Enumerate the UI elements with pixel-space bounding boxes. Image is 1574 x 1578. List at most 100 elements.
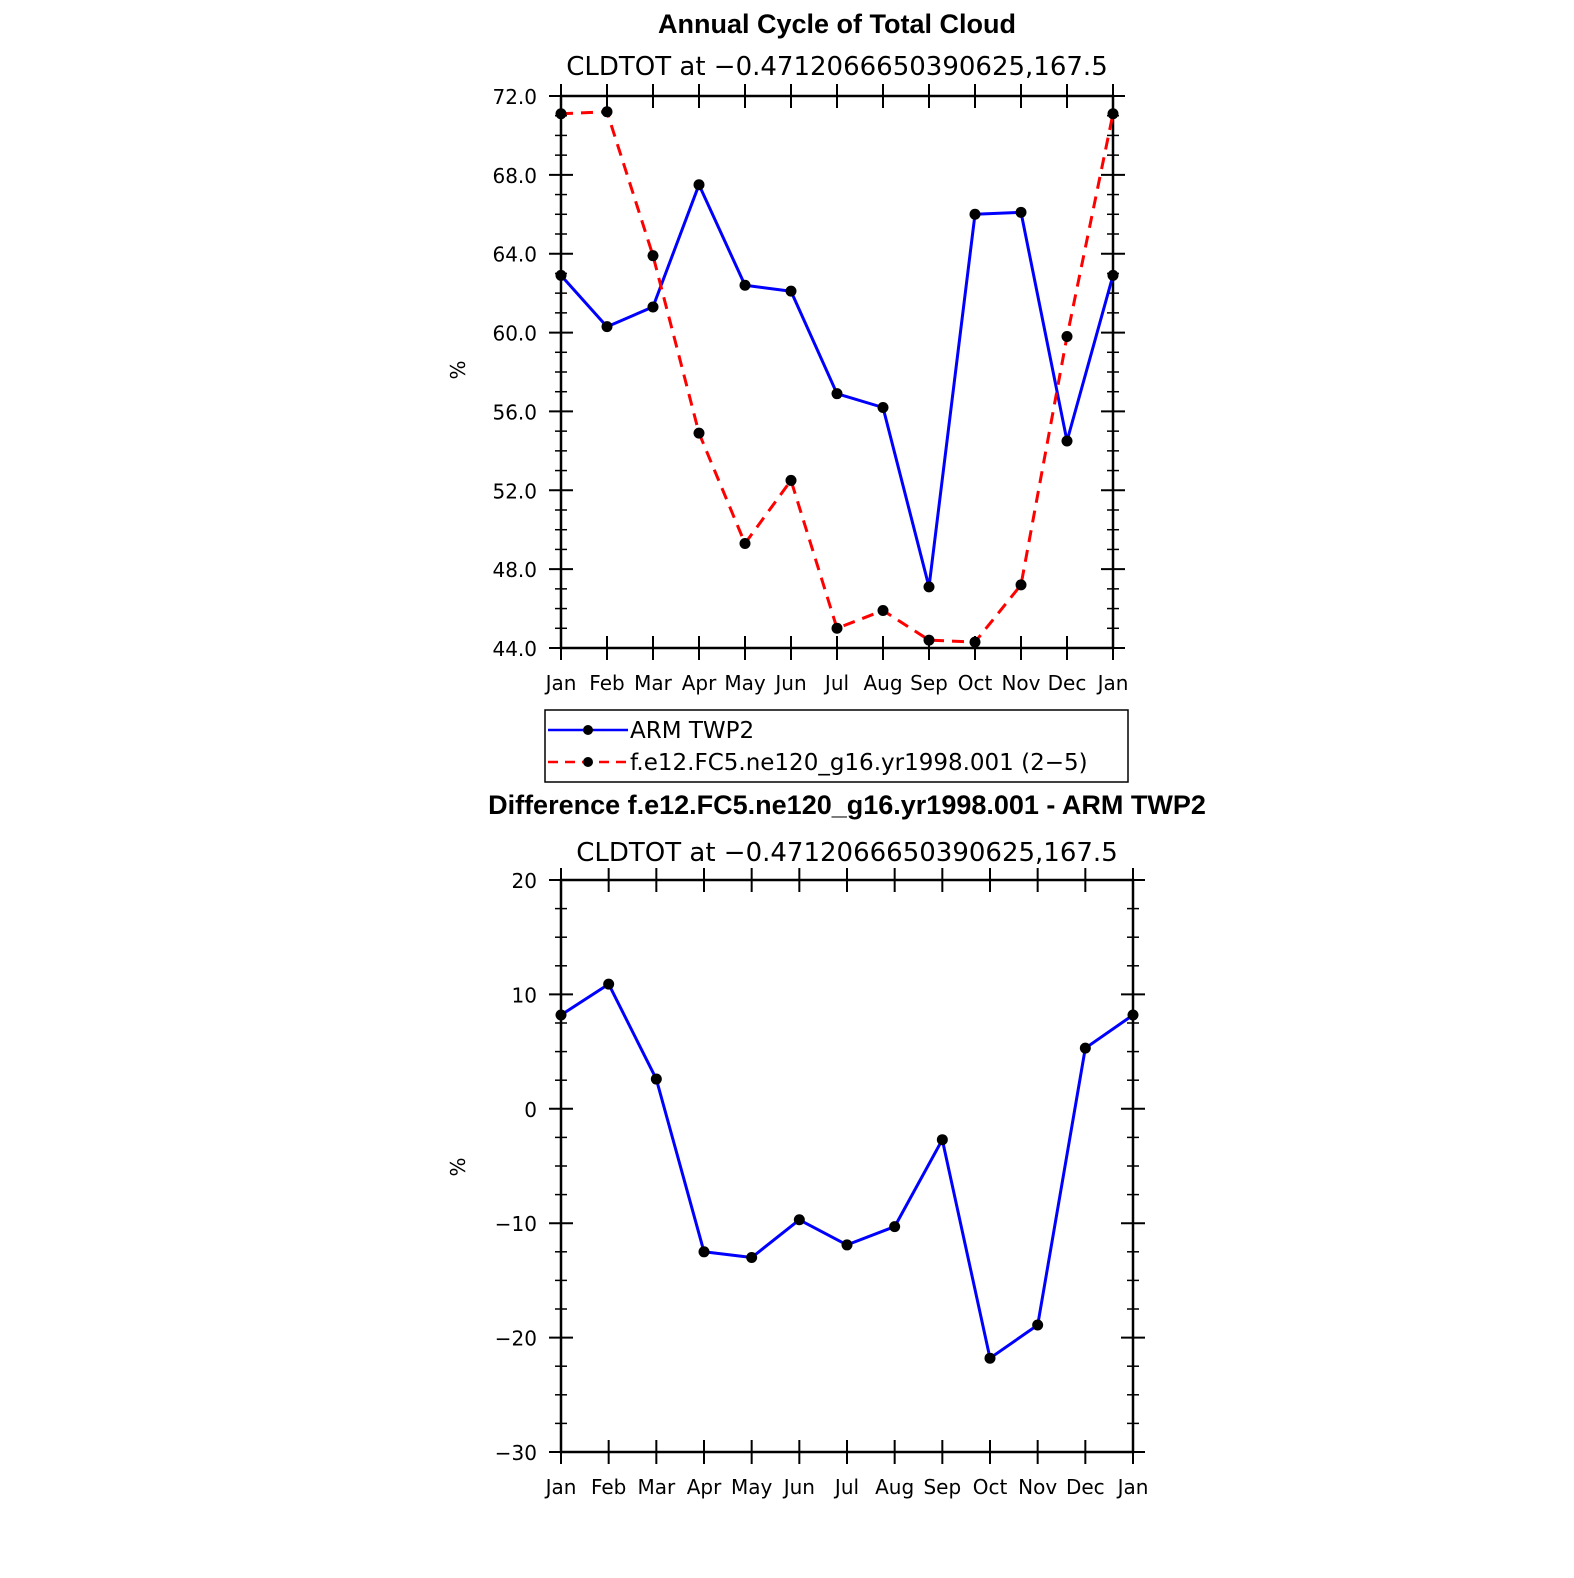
- y-tick-label: 0: [524, 1098, 537, 1122]
- data-point-0: [647, 301, 659, 313]
- data-point-1: [1061, 331, 1073, 343]
- data-point-1: [555, 108, 567, 120]
- data-point-1: [923, 634, 935, 646]
- x-tick-label: Oct: [958, 671, 993, 695]
- data-point-0: [793, 1214, 805, 1226]
- y-tick-label: 44.0: [492, 637, 537, 661]
- chart-subtitle: CLDTOT at −0.4712066650390625,167.5: [576, 838, 1118, 868]
- data-point-1: [969, 636, 981, 648]
- data-point-0: [841, 1239, 853, 1251]
- data-point-1: [831, 622, 843, 634]
- x-tick-label: Feb: [591, 1475, 626, 1499]
- x-tick-label: Aug: [863, 671, 902, 695]
- chart-marks: −30 −20 −10 0 10 20 Jan Feb Mar Apr May Jun Jul Aug Se…: [495, 868, 1149, 1499]
- legend: ARM TWP2 f.e12.FC5.ne120_g16.yr1998.001 …: [544, 709, 1129, 783]
- x-tick-label: Oct: [973, 1475, 1008, 1499]
- y-tick-label: 68.0: [492, 164, 537, 188]
- y-tick-label: −30: [495, 1441, 537, 1465]
- x-tick-label: Apr: [682, 671, 717, 695]
- y-tick-label: 52.0: [492, 479, 537, 503]
- data-point-0: [1079, 1042, 1091, 1054]
- y-tick-label: −10: [495, 1212, 537, 1236]
- y-tick-label: −20: [495, 1327, 537, 1351]
- plot-frame: [559, 878, 1135, 1454]
- chart-annual-cycle: Annual Cycle of Total Cloud CLDTOT at −0…: [446, 9, 1128, 695]
- x-tick-label: Jan: [1116, 1475, 1149, 1499]
- x-tick-label: Jul: [833, 1475, 859, 1499]
- data-point-0: [693, 179, 705, 191]
- x-tick-label: Jul: [823, 671, 849, 695]
- x-tick-label: Mar: [637, 1475, 676, 1499]
- y-tick-label: 72.0: [492, 85, 537, 109]
- x-tick-label: Mar: [634, 671, 673, 695]
- x-tick-label: Sep: [910, 671, 948, 695]
- data-point-0: [555, 1009, 567, 1021]
- data-point-0: [923, 581, 935, 593]
- data-point-0: [969, 208, 981, 220]
- data-point-0: [936, 1134, 948, 1146]
- legend-marker-model: [583, 757, 593, 767]
- x-tick-label: Jan: [1096, 671, 1129, 695]
- data-point-1: [877, 605, 889, 617]
- x-tick-label: Sep: [923, 1475, 961, 1499]
- data-point-1: [739, 538, 751, 550]
- data-point-0: [1107, 269, 1119, 281]
- y-tick-label: 60.0: [492, 322, 537, 346]
- x-tick-label: Dec: [1066, 1475, 1105, 1499]
- chart-subtitle: CLDTOT at −0.4712066650390625,167.5: [566, 52, 1108, 82]
- y-tick-label: 48.0: [492, 558, 537, 582]
- data-point-0: [603, 978, 615, 990]
- series-line-0: [559, 183, 1115, 589]
- data-point-0: [746, 1252, 758, 1264]
- x-tick-label: Jun: [782, 1475, 815, 1499]
- x-tick-label: Feb: [589, 671, 624, 695]
- chart-difference: Difference f.e12.FC5.ne120_g16.yr1998.00…: [446, 790, 1206, 1499]
- data-point-0: [739, 279, 751, 291]
- data-point-0: [650, 1073, 662, 1085]
- y-tick-label: 10: [512, 983, 537, 1007]
- data-point-1: [785, 474, 797, 486]
- y-tick-label: 20: [512, 869, 537, 893]
- data-point-0: [831, 388, 843, 400]
- x-tick-label: Nov: [1001, 671, 1040, 695]
- legend-box: [544, 709, 1129, 783]
- series-line-0: [560, 982, 1134, 1360]
- x-tick-label: Dec: [1048, 671, 1087, 695]
- legend-label-model: f.e12.FC5.ne120_g16.yr1998.001 (2−5): [630, 750, 1088, 776]
- x-tick-label: May: [731, 1475, 773, 1499]
- legend-marker-arm: [583, 725, 593, 735]
- data-point-0: [1032, 1319, 1044, 1331]
- data-point-0: [1127, 1009, 1139, 1021]
- chart-title: Difference f.e12.FC5.ne120_g16.yr1998.00…: [488, 790, 1206, 820]
- y-tick-label: 56.0: [492, 400, 537, 424]
- data-point-1: [601, 106, 613, 118]
- y-axis-label: %: [446, 1157, 470, 1176]
- data-point-1: [1107, 108, 1119, 120]
- x-tick-label: Apr: [687, 1475, 722, 1499]
- x-tick-label: Aug: [875, 1475, 914, 1499]
- data-point-1: [647, 250, 659, 262]
- chart-marks: 44.0 48.0 52.0 56.0 60.0 64.0 68.0 72.0 Jan Feb Ma…: [492, 84, 1128, 695]
- y-axis-label: %: [446, 360, 470, 379]
- legend-label-arm: ARM TWP2: [630, 718, 754, 744]
- data-point-0: [785, 285, 797, 297]
- data-point-0: [555, 269, 567, 281]
- data-point-0: [601, 321, 613, 333]
- x-tick-label: Jan: [544, 1475, 577, 1499]
- data-point-0: [1061, 435, 1073, 447]
- series-line-1: [560, 110, 1115, 644]
- chart-title: Annual Cycle of Total Cloud: [658, 9, 1016, 39]
- x-tick-label: Nov: [1018, 1475, 1057, 1499]
- data-point-0: [877, 401, 889, 413]
- data-point-0: [1015, 206, 1027, 218]
- x-tick-label: Jun: [773, 671, 806, 695]
- plot-frame: [559, 94, 1115, 650]
- data-point-1: [1015, 579, 1027, 591]
- data-point-0: [889, 1221, 901, 1233]
- x-tick-label: May: [724, 671, 766, 695]
- data-point-0: [984, 1352, 996, 1364]
- data-point-1: [693, 427, 705, 439]
- data-point-0: [698, 1246, 710, 1258]
